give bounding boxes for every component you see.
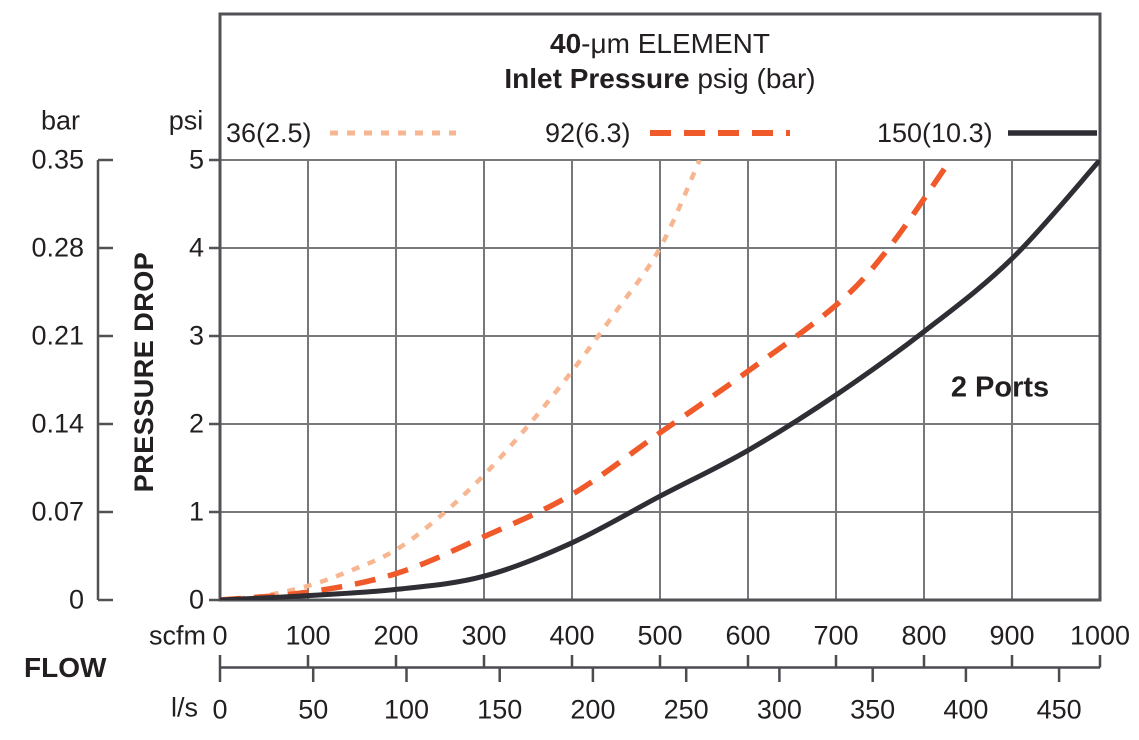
scfm-tick-label: 900: [989, 620, 1035, 651]
legend-label-92psig: 92(6.3): [545, 118, 631, 148]
ls-tick-label: 150: [477, 694, 523, 725]
legend: 36(2.5) 92(6.3) 150(10.3): [0, 119, 1139, 149]
y-axis-label: PRESSURE DROP: [129, 251, 159, 493]
ls-tick-label: 250: [663, 694, 709, 725]
ls-axis-unit: l/s: [171, 692, 198, 723]
ls-tick-label: 0: [212, 694, 228, 725]
scfm-tick-label: 200: [373, 620, 419, 651]
psi-tick-label: 1: [188, 496, 204, 527]
legend-label-150psig: 150(10.3): [877, 118, 993, 148]
bar-tick-label: 0.28: [31, 232, 84, 263]
ls-tick-label: 450: [1036, 694, 1082, 725]
legend-label-36psig: 36(2.5): [226, 118, 312, 148]
bar-axis-unit: bar: [40, 105, 80, 136]
ls-tick-label: 100: [383, 694, 429, 725]
scfm-axis-unit: scfm: [149, 620, 206, 651]
ls-tick-label: 300: [756, 694, 802, 725]
scfm-tick-label: 300: [461, 620, 507, 651]
chart-subtitle: Inlet Pressure psig (bar): [220, 61, 1100, 96]
scfm-tick-label: 400: [549, 620, 595, 651]
scfm-tick-label: 100: [285, 620, 331, 651]
psi-tick-label: 3: [188, 320, 204, 351]
bar-tick-label: 0.07: [31, 496, 84, 527]
ls-tick-label: 200: [570, 694, 616, 725]
title-element-rest: -μm ELEMENT: [581, 28, 770, 59]
subtitle-inlet-pressure: Inlet Pressure: [504, 63, 690, 94]
ls-tick-label: 50: [298, 694, 329, 725]
scfm-tick-label: 0: [212, 620, 228, 651]
scfm-tick-label: 800: [901, 620, 947, 651]
psi-axis-unit: psi: [168, 105, 204, 136]
psi-tick-label: 2: [188, 408, 204, 439]
ls-tick-label: 350: [850, 694, 896, 725]
subtitle-units: psig (bar): [689, 63, 816, 94]
chart-title: 40-μm ELEMENT: [220, 26, 1100, 61]
ls-tick-label: 400: [943, 694, 989, 725]
bar-tick-label: 0.21: [31, 320, 84, 351]
scfm-tick-label: 600: [725, 620, 771, 651]
bar-tick-label: 0.35: [31, 144, 84, 175]
scfm-tick-label: 500: [637, 620, 683, 651]
chart-title-block: 40-μm ELEMENT Inlet Pressure psig (bar): [220, 26, 1100, 96]
flow-axis-label: FLOW: [24, 652, 107, 683]
scfm-tick-label: 1000: [1069, 620, 1131, 651]
scfm-tick-label: 700: [813, 620, 859, 651]
ports-annotation: 2 Ports: [950, 371, 1050, 404]
title-element-size: 40: [550, 28, 582, 59]
psi-tick-label: 0: [188, 584, 204, 615]
bar-tick-label: 0: [68, 584, 84, 615]
psi-tick-label: 5: [188, 144, 204, 175]
bar-tick-label: 0.14: [31, 408, 84, 439]
psi-tick-label: 4: [188, 232, 204, 263]
